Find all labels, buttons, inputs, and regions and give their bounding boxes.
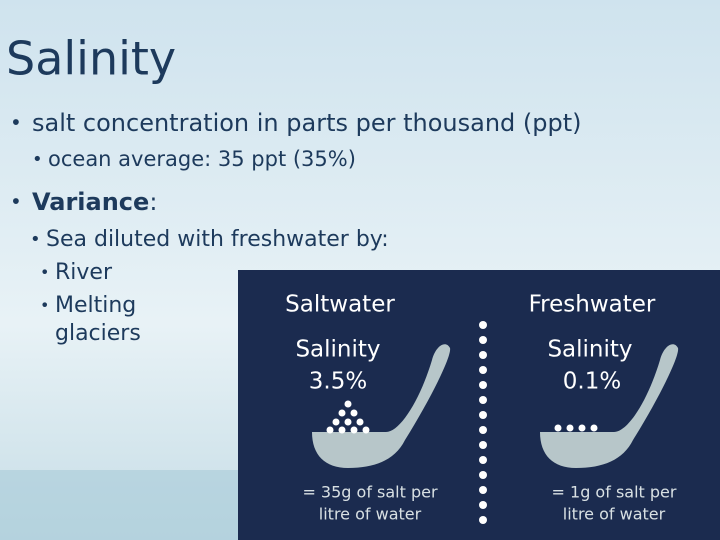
bullet-dot: •	[10, 190, 22, 214]
heading: Freshwater	[529, 292, 656, 318]
bullet-dot: •	[40, 296, 49, 315]
panel	[238, 270, 720, 540]
label: Salinity	[295, 337, 380, 363]
bullet-bold: Variance	[32, 188, 149, 216]
infographic: Saltwater Salinity 3.5% = 35g of salt pe…	[238, 270, 720, 540]
title: Salinity	[6, 32, 176, 86]
caption: = 1g of salt per	[552, 483, 677, 502]
salt-pile	[326, 400, 370, 434]
salt-line	[554, 424, 598, 432]
bullet: Sea diluted with freshwater by:	[46, 227, 389, 252]
sea	[0, 470, 240, 540]
bullet: ocean average: 35 ppt (35%)	[48, 147, 356, 171]
bullet-dot: •	[40, 263, 49, 282]
bullet: Variance:	[32, 188, 157, 216]
caption: = 35g of salt per	[302, 483, 438, 502]
bullet-suffix: :	[149, 188, 157, 216]
bullet: glaciers	[55, 321, 141, 346]
heading: Saltwater	[285, 292, 395, 318]
bullet: salt concentration in parts per thousand…	[32, 109, 582, 137]
label: Salinity	[547, 337, 632, 363]
caption: litre of water	[319, 505, 422, 524]
ladle	[312, 344, 451, 468]
divider	[479, 321, 487, 524]
caption: litre of water	[563, 505, 666, 524]
bullet: Melting	[55, 293, 136, 318]
ladle	[540, 344, 679, 468]
bullet-dot: •	[30, 229, 41, 250]
bullet-dot: •	[32, 149, 43, 170]
percent: 3.5%	[309, 369, 367, 395]
bullet-dot: •	[10, 111, 22, 135]
bullet: River	[55, 260, 113, 285]
percent: 0.1%	[563, 369, 621, 395]
